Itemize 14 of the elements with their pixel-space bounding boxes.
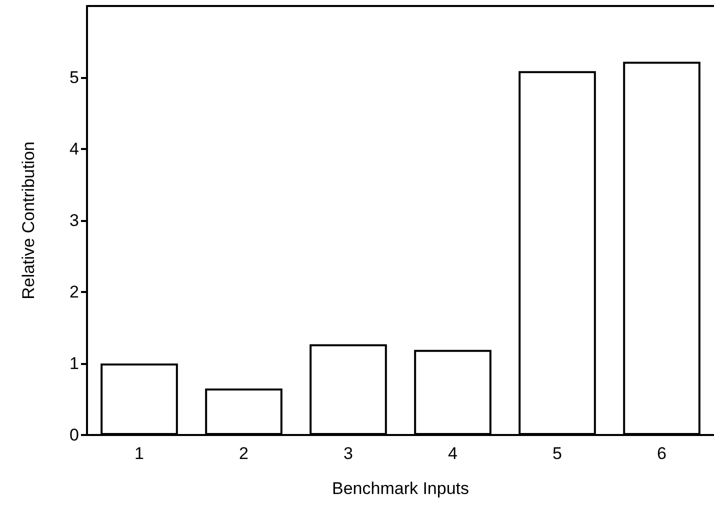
x-tick-label: 4 xyxy=(448,444,458,463)
y-axis-title: Relative Contribution xyxy=(19,142,38,300)
x-axis-title: Benchmark Inputs xyxy=(332,479,470,498)
x-tick-label: 1 xyxy=(134,444,144,463)
y-tick-label: 0 xyxy=(70,426,79,444)
x-tick-label: 6 xyxy=(657,444,666,463)
y-tick-label: 2 xyxy=(70,282,79,302)
x-tick-label: 3 xyxy=(344,444,353,463)
y-tick-label: 4 xyxy=(70,140,79,158)
y-tick-label: 3 xyxy=(70,211,79,230)
y-tick-label: 5 xyxy=(70,68,79,87)
x-tick-label: 5 xyxy=(552,444,562,463)
x-tick-label: 2 xyxy=(239,444,248,463)
y-tick-label: 1 xyxy=(70,354,79,373)
